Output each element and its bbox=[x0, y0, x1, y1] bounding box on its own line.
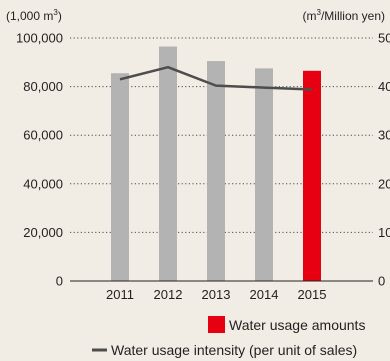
left-axis-label-suffix: ) bbox=[58, 9, 62, 23]
y-right-tick-label: 20 bbox=[378, 176, 390, 191]
bar-2013 bbox=[207, 61, 225, 282]
y-left-tick-label: 60,000 bbox=[23, 128, 63, 143]
y-right-tick-label: 40 bbox=[378, 79, 390, 94]
legend-bar-label: Water usage amounts bbox=[229, 317, 365, 333]
bar-2011 bbox=[111, 73, 129, 281]
bar-2014 bbox=[255, 68, 273, 281]
right-axis-label-sup: 3 bbox=[317, 8, 322, 17]
left-axis-ticks: 0 20,000 40,000 60,000 80,000 100,000 bbox=[16, 31, 63, 289]
y-right-tick-label: 10 bbox=[378, 225, 390, 240]
left-axis-label-prefix: (1,000 m bbox=[6, 9, 53, 23]
intensity-line bbox=[119, 65, 313, 91]
right-axis-label-suffix: /Million yen) bbox=[321, 9, 385, 23]
x-tick-label: 2011 bbox=[106, 287, 134, 302]
legend-line-label: Water usage intensity (per unit of sales… bbox=[111, 342, 357, 358]
x-axis-ticks: 2011 2012 2013 2014 2015 bbox=[106, 287, 326, 302]
y-right-tick-label: 0 bbox=[378, 274, 385, 289]
right-axis-label: (m3/Million yen) bbox=[303, 8, 385, 23]
bar-2015 bbox=[303, 70, 321, 282]
bars bbox=[111, 46, 321, 282]
right-axis-ticks: 0 10 20 30 40 50 bbox=[378, 31, 390, 289]
x-tick-label: 2014 bbox=[250, 287, 279, 302]
y-right-tick-label: 30 bbox=[378, 128, 390, 143]
y-right-tick-label: 50 bbox=[378, 31, 390, 46]
right-axis-label-prefix: (m bbox=[303, 9, 317, 23]
legend-bar-swatch bbox=[208, 316, 225, 333]
legend: Water usage amounts Water usage intensit… bbox=[92, 316, 365, 358]
left-axis-label-sup: 3 bbox=[53, 8, 58, 17]
y-left-tick-label: 20,000 bbox=[23, 225, 63, 240]
left-axis-label: (1,000 m3) bbox=[6, 8, 62, 23]
y-left-tick-label: 80,000 bbox=[23, 79, 63, 94]
y-left-tick-label: 0 bbox=[56, 274, 63, 289]
y-left-tick-label: 40,000 bbox=[23, 176, 63, 191]
x-tick-label: 2015 bbox=[298, 287, 327, 302]
y-left-tick-label: 100,000 bbox=[16, 31, 63, 46]
x-tick-label: 2012 bbox=[154, 287, 183, 302]
x-tick-label: 2013 bbox=[202, 287, 231, 302]
bar-2012 bbox=[159, 46, 177, 281]
